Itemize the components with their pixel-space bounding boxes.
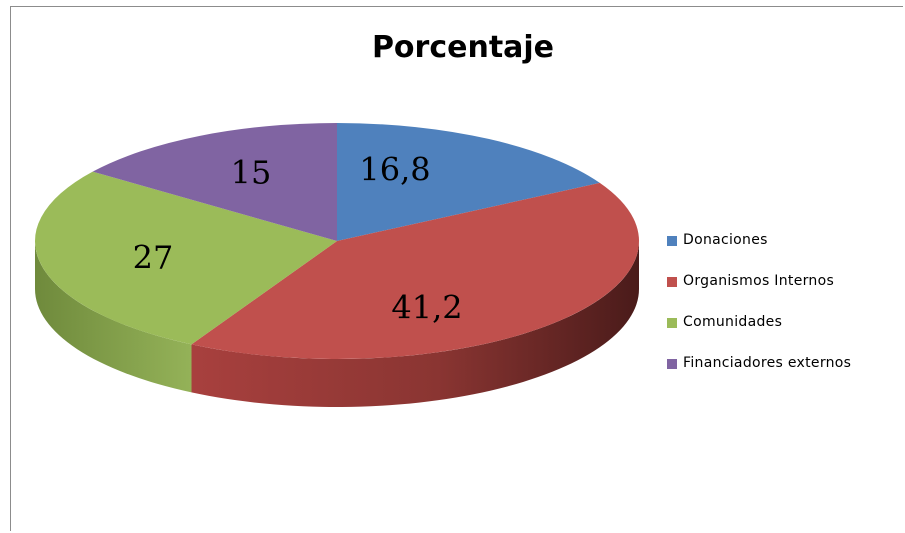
pie-side-organismos-internos — [191, 241, 640, 407]
pie-slice-organismos-internos — [191, 182, 639, 359]
data-label-organismos-internos: 41,2 — [391, 289, 462, 327]
legend-label: Comunidades — [683, 314, 783, 330]
legend-item-comunidades: Comunidades — [667, 314, 851, 355]
chart-title: Porcentaje — [371, 30, 555, 65]
pie-slice-donaciones — [337, 123, 600, 241]
data-label-comunidades: 27 — [133, 239, 174, 277]
legend-label: Financiadores externos — [683, 355, 852, 371]
legend-swatch — [667, 318, 677, 328]
pie-slice-comunidades — [34, 171, 338, 345]
legend-item-organismos-internos: Organismos Internos — [667, 273, 851, 314]
legend-item-donaciones: Donaciones — [667, 232, 851, 273]
data-label-donaciones: 16,8 — [359, 151, 430, 189]
legend-swatch — [667, 359, 677, 369]
legend-item-financiadores-externos: Financiadores externos — [667, 355, 851, 396]
pie-slice-financiadores-externos — [92, 123, 337, 241]
legend-swatch — [667, 236, 677, 246]
legend-label: Organismos Internos — [683, 273, 835, 289]
data-label-financiadores-externos: 15 — [231, 154, 272, 192]
legend-label: Donaciones — [683, 232, 768, 248]
chart-frame — [10, 6, 903, 531]
legend: Donaciones Organismos Internos Comunidades… — [667, 232, 851, 396]
pie-side-comunidades — [34, 241, 192, 393]
legend-swatch — [667, 277, 677, 287]
